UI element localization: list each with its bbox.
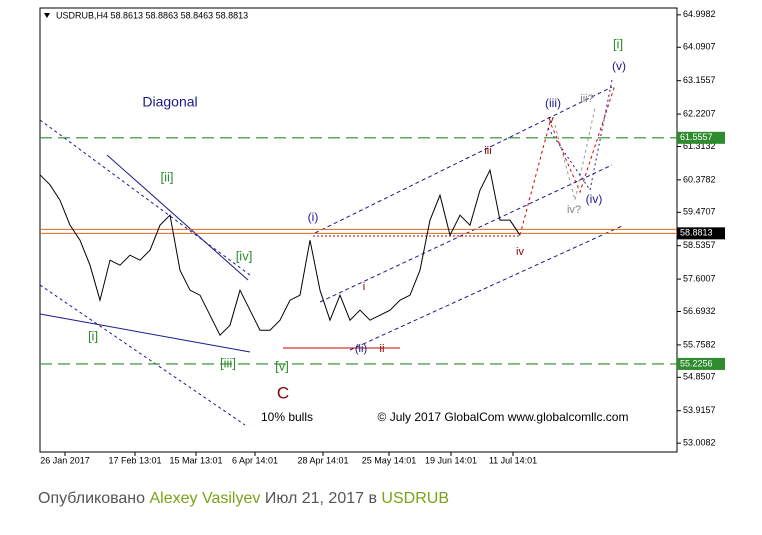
price-tag	[677, 131, 725, 144]
wave-label: iii?	[580, 93, 593, 105]
caption-text: Июл 21, 2017 в	[264, 490, 377, 507]
wave-label: [i]	[613, 36, 623, 51]
x-tick-label: 17 Feb 13:01	[108, 455, 161, 465]
wave-label: [ii]	[161, 169, 174, 184]
wave-label: [i]	[88, 328, 98, 343]
price-tag	[677, 227, 725, 240]
y-tick-label: 58.5357	[683, 240, 716, 250]
symbol-link[interactable]: USDRUB	[381, 490, 449, 507]
x-tick-label: 6 Apr 14:01	[232, 455, 278, 465]
price-tag-label: 55.2256	[680, 358, 713, 368]
y-tick-label: 64.0907	[683, 42, 716, 52]
price-tag-label: 58.8813	[680, 228, 713, 238]
wave-label: C	[277, 383, 289, 402]
wave-label: [iii]	[220, 355, 236, 370]
y-tick-label: 60.3782	[683, 174, 716, 184]
x-tick-label: 28 Apr 14:01	[297, 455, 348, 465]
y-tick-label: 57.6007	[683, 273, 716, 283]
price-tag	[677, 357, 725, 370]
wave-label: 10% bulls	[261, 410, 313, 424]
chart-title: USDRUB,H4 58.8613 58.8863 58.8463 58.881…	[56, 10, 248, 20]
x-tick-label: 26 Jan 2017	[40, 455, 90, 465]
wave-label: (iv)	[586, 192, 603, 206]
price-line	[39, 168, 521, 337]
wave-label: (iii)	[545, 96, 561, 110]
y-tick-label: 56.6932	[683, 306, 716, 316]
y-tick-label: 53.9157	[683, 405, 716, 415]
title-arrow	[44, 13, 50, 18]
wave-label: iv?	[567, 204, 581, 216]
plot-frame	[39, 7, 678, 453]
y-tick-label: 53.0082	[683, 438, 716, 448]
y-tick-label: 62.2207	[683, 108, 716, 118]
wave-label: v	[548, 114, 554, 126]
y-tick-label: 55.7582	[683, 339, 716, 349]
x-tick-label: 19 Jun 14:01	[425, 455, 477, 465]
y-tick-label: 54.8507	[683, 372, 716, 382]
price-tag-label: 61.5557	[680, 132, 713, 142]
caption: Опубликовано Alexey Vasilyev Июл 21, 201…	[38, 490, 449, 508]
wave-label: (ii)	[355, 343, 367, 355]
x-tick-label: 11 Jul 14:01	[489, 455, 537, 465]
wave-lines	[39, 79, 623, 426]
y-tick-label: 64.9982	[683, 9, 716, 19]
y-tick-label: 61.3132	[683, 141, 716, 151]
y-tick-label: 59.4707	[683, 207, 716, 217]
wave-label: Diagonal	[142, 94, 197, 110]
wave-label: © July 2017 GlobalCom www.globalcomllc.c…	[378, 410, 629, 424]
author-link[interactable]: Alexey Vasilyev	[149, 490, 261, 507]
x-tick-label: 15 Mar 13:01	[169, 455, 222, 465]
wave-label: (i)	[308, 210, 319, 224]
caption-text: Опубликовано	[38, 490, 146, 507]
chart: 64.9982 64.0907 63.1557 62.2207 61.3132 60.37…	[39, 7, 725, 465]
wave-label: iii	[484, 145, 491, 157]
wave-label: i	[363, 281, 365, 293]
wave-label: [v]	[275, 358, 289, 373]
wave-label: [iv]	[236, 248, 253, 263]
y-tick-label: 63.1557	[683, 75, 716, 85]
wave-label: iv	[516, 246, 524, 258]
wave-label: (v)	[612, 59, 626, 73]
wave-label: ii	[380, 343, 385, 355]
x-tick-label: 25 May 14:01	[362, 455, 417, 465]
